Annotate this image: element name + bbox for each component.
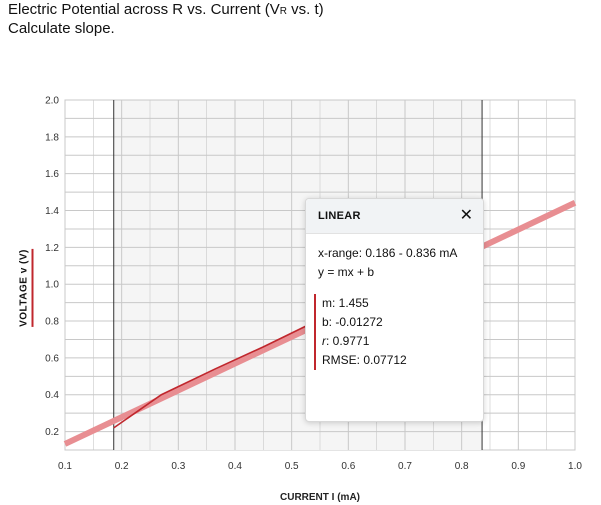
prompt-title: Electric Potential across R vs. Current … — [8, 1, 324, 18]
fit-box-title: LINEAR — [318, 210, 361, 222]
y-tick-label: 1.0 — [45, 280, 59, 291]
x-tick-label: 0.8 — [455, 461, 469, 472]
y-tick-label: 0.2 — [45, 427, 59, 438]
fit-equation: y = mx + b — [318, 265, 375, 279]
x-axis-label: CURRENT I (mA) — [280, 492, 360, 503]
prompt-instruction: Calculate slope. — [8, 20, 115, 37]
linear-fit-box[interactable]: LINEAR ✕ x-range: 0.186 - 0.836 mA y = m… — [305, 198, 484, 422]
y-tick-label: 1.6 — [45, 169, 59, 180]
x-tick-label: 0.9 — [511, 461, 525, 472]
fit-x-range: x-range: 0.186 - 0.836 mA — [318, 246, 458, 260]
x-tick-label: 0.4 — [228, 461, 242, 472]
y-tick-label: 1.2 — [45, 243, 59, 254]
fit-rmse: RMSE: 0.07712 — [322, 353, 407, 367]
data-series-line — [113, 324, 310, 429]
y-tick-label: 0.4 — [45, 390, 59, 401]
x-tick-label: 0.5 — [285, 461, 299, 472]
fit-slope: m: 1.455 — [322, 296, 369, 310]
x-tick-label: 1.0 — [568, 461, 582, 472]
x-tick-label: 0.3 — [171, 461, 185, 472]
y-tick-label: 0.6 — [45, 353, 59, 364]
fit-intercept: b: -0.01272 — [322, 315, 383, 329]
close-icon[interactable]: ✕ — [459, 207, 473, 224]
x-tick-label: 0.6 — [341, 461, 355, 472]
y-tick-label: 2.0 — [45, 96, 59, 107]
fit-parameters: m: 1.455 b: -0.01272 r: 0.9771 RMSE: 0.0… — [314, 294, 483, 370]
x-tick-label: 0.1 — [58, 461, 72, 472]
y-axis-label: VOLTAGE v (V) — [18, 249, 34, 327]
y-tick-label: 1.8 — [45, 132, 59, 143]
fit-box-header: LINEAR ✕ — [306, 199, 483, 234]
y-tick-label: 1.4 — [45, 206, 59, 217]
fit-correlation: r: 0.9771 — [322, 334, 370, 348]
y-tick-label: 0.8 — [45, 317, 59, 328]
x-tick-label: 0.7 — [398, 461, 412, 472]
x-tick-label: 0.2 — [115, 461, 129, 472]
prompt: Electric Potential across R vs. Current … — [8, 1, 324, 37]
